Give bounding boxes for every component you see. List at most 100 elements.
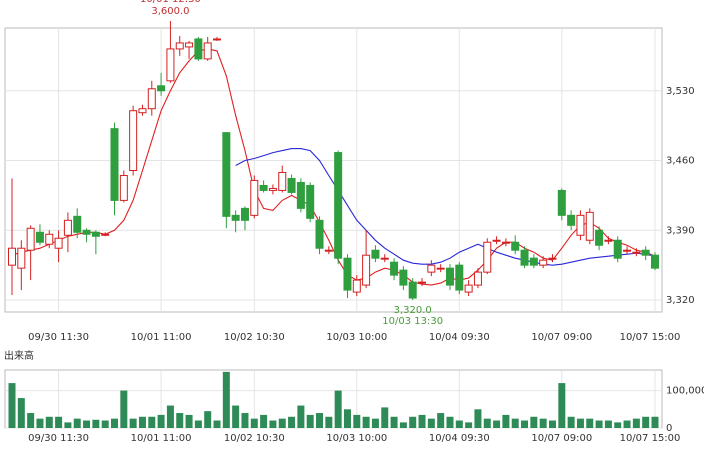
x-tick-label: 10/07 09:00 <box>531 332 592 343</box>
volume-bar <box>17 398 25 428</box>
y-tick-label: 3,320 <box>666 295 695 306</box>
candle-body <box>539 259 548 266</box>
volume-bar <box>399 422 407 428</box>
candle-body <box>91 231 100 237</box>
candle-body <box>324 249 333 252</box>
candle-body <box>408 281 417 299</box>
volume-bar <box>343 409 351 428</box>
volume-bar <box>27 413 35 428</box>
volume-bar <box>632 418 640 428</box>
candle-body <box>651 254 659 269</box>
volume-bar <box>166 405 174 428</box>
volume-bar <box>427 418 435 428</box>
candle-body <box>483 241 492 273</box>
x-tick-label: 10/01 11:00 <box>131 433 192 444</box>
candle-body <box>203 42 212 60</box>
candle-body <box>343 257 352 291</box>
volume-bar <box>213 420 221 428</box>
candle-body <box>641 249 650 256</box>
volume-bar <box>651 416 659 428</box>
volume-bar <box>502 414 510 428</box>
volume-bar <box>455 420 463 428</box>
candle-body <box>8 247 16 266</box>
volume-bar <box>371 418 379 428</box>
candle-body <box>268 187 277 191</box>
candle-body <box>604 239 613 242</box>
volume-bar <box>297 405 305 428</box>
candle-body <box>445 267 454 286</box>
volume-label: 出来高 <box>4 349 34 362</box>
x-tick-label: 10/04 09:30 <box>429 433 490 444</box>
x-tick-label: 10/04 09:30 <box>429 332 490 343</box>
annotation-text: 3,600.0 <box>151 6 189 17</box>
x-tick-label: 10/07 09:00 <box>531 433 592 444</box>
candle-body <box>35 231 44 243</box>
x-tick-label: 09/30 11:30 <box>28 332 89 343</box>
volume-bar <box>437 413 445 428</box>
candle-body <box>576 214 585 236</box>
volume-bar <box>232 405 240 428</box>
candle-body <box>231 214 240 221</box>
candle-body <box>557 189 566 216</box>
volume-bar <box>325 416 333 428</box>
candle-body <box>26 227 35 251</box>
candle-body <box>390 261 399 276</box>
candle-body <box>175 42 184 50</box>
candle-body <box>380 257 389 260</box>
volume-bar <box>250 418 258 428</box>
volume-bar <box>595 420 603 428</box>
volume-bar <box>92 419 100 428</box>
x-tick-label: 10/07 15:00 <box>620 433 681 444</box>
candle-body <box>287 177 296 193</box>
candle-body <box>548 257 557 260</box>
candle-body <box>613 239 622 259</box>
candle-body <box>82 229 91 235</box>
candle-body <box>101 233 110 236</box>
volume-bar <box>493 420 501 428</box>
candle-body <box>492 239 501 242</box>
volume-bar <box>548 420 556 428</box>
candle-body <box>185 42 194 48</box>
volume-bar <box>101 420 109 428</box>
volume-bar <box>260 414 268 428</box>
volume-bar <box>45 416 53 428</box>
x-tick-label: 10/07 15:00 <box>620 332 681 343</box>
volume-bar <box>586 418 594 428</box>
candle-body <box>45 233 54 245</box>
candle-body <box>362 254 371 286</box>
x-tick-label: 10/01 11:00 <box>131 332 192 343</box>
candle-body <box>632 251 641 254</box>
volume-bar <box>36 418 44 428</box>
candle-body <box>501 241 510 244</box>
moving-average <box>235 148 656 266</box>
volume-bar <box>390 416 398 428</box>
volume-bar <box>316 413 324 428</box>
volume-bar <box>521 420 529 428</box>
annotation-text: 3,320.0 <box>394 305 432 316</box>
volume-bar <box>418 414 426 428</box>
volume-bar <box>567 416 575 428</box>
volume-bar <box>539 418 547 428</box>
volume-bar <box>278 418 286 428</box>
candle-body <box>250 179 259 216</box>
candle-body <box>595 229 604 246</box>
volume-bar <box>222 371 230 428</box>
candle-body <box>259 184 268 191</box>
volume-bar <box>362 416 370 428</box>
candle-body <box>194 38 203 60</box>
volume-bar <box>111 418 119 428</box>
candle-body <box>520 249 529 266</box>
volume-bar <box>465 422 473 428</box>
volume-bar <box>306 414 314 428</box>
price-frame <box>4 27 663 313</box>
x-tick-label: 09/30 11:30 <box>28 433 89 444</box>
volume-bar <box>55 416 63 428</box>
volume-bar <box>269 420 277 428</box>
candle-body <box>278 171 287 191</box>
volume-bar <box>288 416 296 428</box>
candle-body <box>296 181 305 209</box>
volume-bar <box>8 383 16 428</box>
candle-body <box>436 267 445 270</box>
volume-bar <box>604 420 612 428</box>
